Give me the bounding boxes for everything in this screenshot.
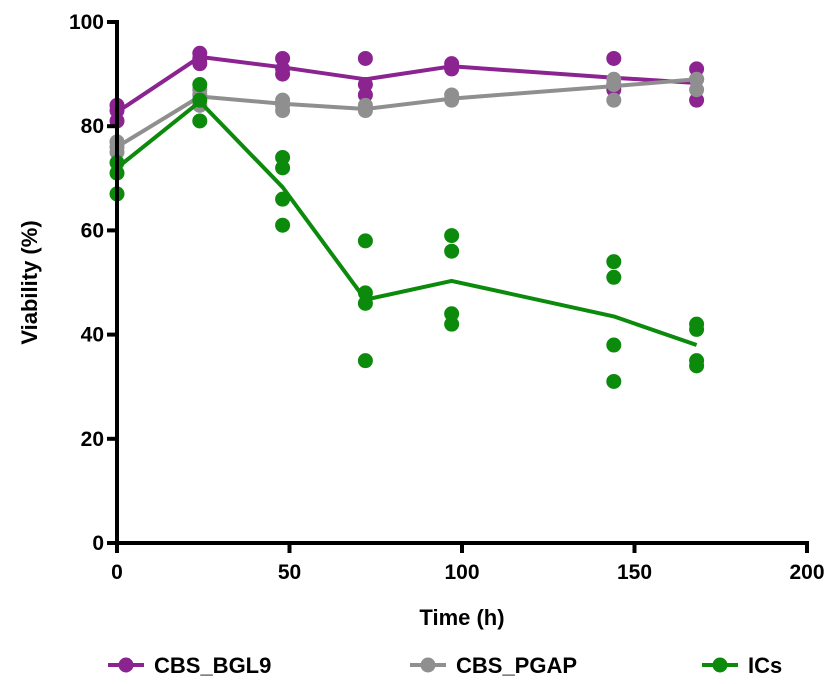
- data-point-cbs-bgl9: [357, 77, 373, 93]
- data-point-ics: [689, 358, 705, 374]
- data-point-cbs-bgl9: [606, 50, 622, 66]
- series-ics: [109, 77, 705, 389]
- data-point-cbs-pgap: [357, 103, 373, 119]
- legend-label: CBS_BGL9: [154, 653, 271, 678]
- legend-swatch-marker: [420, 657, 436, 673]
- data-point-cbs-bgl9: [357, 50, 373, 66]
- data-point-cbs-bgl9: [275, 50, 291, 66]
- data-point-ics: [192, 113, 208, 129]
- data-point-ics: [357, 233, 373, 249]
- legend-label: ICs: [748, 653, 782, 678]
- data-point-ics: [444, 243, 460, 259]
- x-tick-label: 100: [444, 561, 479, 584]
- data-point-ics: [444, 316, 460, 332]
- x-tick-label: 50: [278, 561, 301, 584]
- data-point-cbs-pgap: [689, 82, 705, 98]
- data-point-ics: [275, 149, 291, 165]
- data-point-cbs-bgl9: [275, 66, 291, 82]
- y-tick-label: 80: [81, 115, 104, 138]
- data-point-ics: [192, 92, 208, 108]
- data-point-ics: [357, 295, 373, 311]
- data-point-cbs-bgl9: [689, 61, 705, 77]
- legend-swatch-marker: [118, 657, 134, 673]
- data-point-ics: [275, 191, 291, 207]
- y-tick-label: 60: [81, 219, 104, 242]
- legend-swatch-marker: [712, 657, 728, 673]
- data-point-ics: [606, 373, 622, 389]
- x-ticks: 0 50 100 150 200: [111, 543, 825, 584]
- data-point-ics: [444, 228, 460, 244]
- series-line-ics: [115, 99, 698, 347]
- x-axis-title: Time (h): [419, 605, 504, 630]
- data-point-ics: [357, 285, 373, 301]
- x-tick-label: 200: [789, 561, 824, 584]
- data-point-ics: [606, 269, 622, 285]
- data-point-cbs-bgl9: [689, 92, 705, 108]
- data-point-cbs-pgap: [275, 103, 291, 119]
- legend: CBS_BGL9 CBS_PGAP ICs: [108, 653, 782, 678]
- y-tick-label: 20: [81, 428, 104, 451]
- data-point-ics: [275, 217, 291, 233]
- legend-item-ics: ICs: [702, 653, 782, 678]
- y-tick-label: 40: [81, 324, 104, 347]
- y-ticks: 0 20 40 60 80 100: [69, 11, 117, 555]
- data-point-ics: [192, 77, 208, 93]
- data-point-ics: [275, 160, 291, 176]
- data-point-cbs-pgap: [606, 92, 622, 108]
- legend-label: CBS_PGAP: [456, 653, 577, 678]
- data-point-ics: [606, 337, 622, 353]
- data-point-cbs-bgl9: [357, 87, 373, 103]
- data-point-ics: [606, 254, 622, 270]
- data-point-cbs-pgap: [606, 77, 622, 93]
- y-tick-label: 100: [69, 11, 104, 34]
- data-point-ics: [357, 353, 373, 369]
- data-point-ics: [689, 321, 705, 337]
- y-axis-title: Viability (%): [17, 220, 42, 344]
- data-point-cbs-pgap: [689, 71, 705, 87]
- x-tick-label: 0: [111, 561, 123, 584]
- x-tick-label: 150: [617, 561, 652, 584]
- data-point-ics: [444, 306, 460, 322]
- legend-item-cbs-pgap: CBS_PGAP: [410, 653, 577, 678]
- plot-series-layer: [109, 45, 705, 389]
- axes-layer: 0 20 40 60 80 100 0 50 100 150 200: [69, 11, 825, 584]
- data-point-cbs-pgap: [444, 92, 460, 108]
- data-point-cbs-bgl9: [192, 56, 208, 72]
- legend-item-cbs-bgl9: CBS_BGL9: [108, 653, 271, 678]
- data-point-cbs-bgl9: [444, 61, 460, 77]
- y-tick-label: 0: [92, 532, 104, 555]
